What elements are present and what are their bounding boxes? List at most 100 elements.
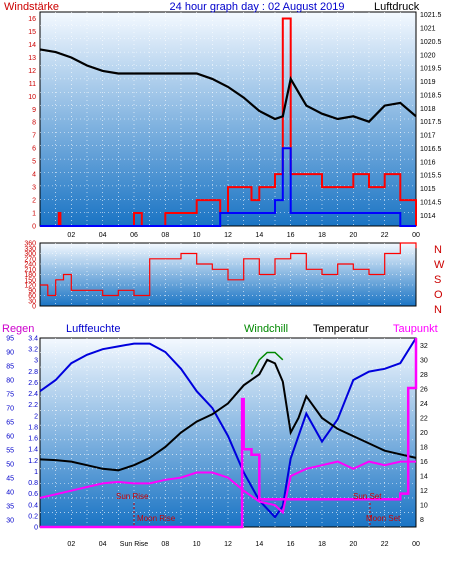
rain-series (40, 338, 418, 529)
rain-axis-tick: 2 (34, 413, 38, 420)
wind-series (40, 147, 416, 227)
humidity-axis-tick: 40 (6, 490, 14, 497)
rain-axis-tick: 0.6 (28, 491, 38, 498)
humidity-axis-tick: 80 (6, 378, 14, 385)
time-axis-tick: 20 (349, 232, 357, 239)
time-axis-tick: Sun Rise (120, 541, 149, 548)
humidity-axis-tick: 55 (6, 448, 14, 455)
pressure-axis-tick: 1016.5 (420, 146, 442, 153)
direction-axis-tick: 60 (28, 293, 36, 300)
sunrise-label: Sun Rise (116, 492, 149, 501)
humidity-axis-tick: 65 (6, 420, 14, 427)
wind-axis-tick: 16 (28, 16, 36, 23)
time-axis-tick: 08 (161, 232, 169, 239)
time-axis-tick: 02 (67, 541, 75, 548)
humidity-axis-tick: 90 (6, 350, 14, 357)
compass-n-bottom: N (434, 304, 442, 316)
wind-axis-tick: 14 (28, 42, 36, 49)
pressure-axis-tick: 1019 (420, 79, 436, 86)
direction-axis-tick: 360 (24, 241, 36, 248)
pressure-axis-tick: 1015.5 (420, 173, 442, 180)
temperature-axis-tick: 28 (420, 372, 428, 379)
humidity-axis-tick: 50 (6, 462, 14, 469)
pressure-axis-tick: 1020 (420, 52, 436, 59)
time-axis-tick: 14 (255, 232, 263, 239)
wind-axis-tick: 1 (32, 211, 36, 218)
temperature-axis-tick: 26 (420, 386, 428, 393)
time-axis-tick: 12 (224, 541, 232, 548)
pressure-axis-tick: 1018.5 (420, 92, 442, 99)
time-axis-tick: 04 (99, 541, 107, 548)
time-axis-tick: 00 (412, 232, 420, 239)
compass-w: W (434, 259, 445, 271)
humidity-temperature-series (39, 337, 418, 529)
wind-direction-series (40, 242, 417, 297)
humidity-axis-tick: 95 (6, 336, 14, 343)
time-axis-tick: 10 (193, 541, 201, 548)
compass-n-top: N (434, 244, 442, 256)
rain-axis-tick: 1.4 (28, 447, 38, 454)
dewpoint-label: Taupunkt (393, 323, 438, 335)
time-axis-tick: 12 (224, 232, 232, 239)
rain-axis-tick: 3.2 (28, 347, 38, 354)
temperature-axis-tick: 10 (420, 503, 428, 510)
wind-axis-tick: 4 (32, 172, 36, 179)
rain-axis-tick: 1.2 (28, 458, 38, 465)
rain-label: Regen (2, 323, 34, 335)
direction-axis-tick: 90 (28, 288, 36, 295)
time-axis-tick: 18 (318, 541, 326, 548)
pressure-axis-tick: 1014.5 (420, 199, 442, 206)
pressure-series (39, 48, 417, 123)
humidity-axis-tick: 35 (6, 504, 14, 511)
wind-axis-tick: 12 (28, 68, 36, 75)
wind-axis-tick: 6 (32, 146, 36, 153)
time-axis-tick: 04 (99, 232, 107, 239)
time-axis-tick: 20 (349, 541, 357, 548)
wind-strength-label: Windstärke (4, 1, 59, 13)
compass-s: S (434, 274, 441, 286)
pressure-axis-tick: 1021 (420, 26, 436, 33)
bottom-grid (40, 338, 416, 527)
pressure-label: Luftdruck (374, 1, 420, 13)
time-axis-tick: 22 (381, 232, 389, 239)
pressure-axis-tick: 1017.5 (420, 119, 442, 126)
wind-axis-tick: 9 (32, 107, 36, 114)
time-axis-tick: 14 (255, 541, 263, 548)
humidity-axis-tick: 85 (6, 364, 14, 371)
direction-axis-tick: 0 (32, 304, 36, 311)
time-axis-tick: 08 (161, 541, 169, 548)
windchill-series (250, 351, 284, 375)
humidity-axis-tick: 60 (6, 434, 14, 441)
rain-axis-tick: 2.8 (28, 369, 38, 376)
pressure-axis-tick: 1018 (420, 106, 436, 113)
rain-axis-tick: 1.8 (28, 424, 38, 431)
wind-axis-tick: 5 (32, 159, 36, 166)
windchill-label: Windchill (244, 323, 288, 335)
rain-axis-tick: 0.2 (28, 513, 38, 520)
rain-axis-tick: 0 (34, 525, 38, 532)
temperature-axis-tick: 18 (420, 445, 428, 452)
direction-axis-tick: 330 (24, 246, 36, 253)
humidity-axis-tick: 30 (6, 518, 14, 525)
wind-axis-tick: 3 (32, 185, 36, 192)
time-axis-tick: 18 (318, 232, 326, 239)
temperature-axis-tick: 14 (420, 474, 428, 481)
temperature-series (39, 358, 417, 472)
rain-axis-tick: 2.6 (28, 380, 38, 387)
moonset-label: Moon Set (366, 514, 401, 523)
wind-axis-tick: 13 (28, 55, 36, 62)
rain-axis-tick: 1 (34, 469, 38, 476)
wind-axis-tick: 7 (32, 133, 36, 140)
direction-axis-tick: 150 (24, 277, 36, 284)
wind-axis-tick: 15 (28, 29, 36, 36)
humidity-axis-tick: 75 (6, 392, 14, 399)
wind-axis-tick: 2 (32, 198, 36, 205)
pressure-axis-tick: 1021.5 (420, 12, 442, 19)
sunset-label: Sun Set (353, 492, 382, 501)
time-axis-tick: 06 (130, 232, 138, 239)
pressure-axis-tick: 1017 (420, 133, 436, 140)
temperature-axis-tick: 12 (420, 488, 428, 495)
temperature-axis-tick: 16 (420, 459, 428, 466)
rain-axis-tick: 2.4 (28, 391, 38, 398)
